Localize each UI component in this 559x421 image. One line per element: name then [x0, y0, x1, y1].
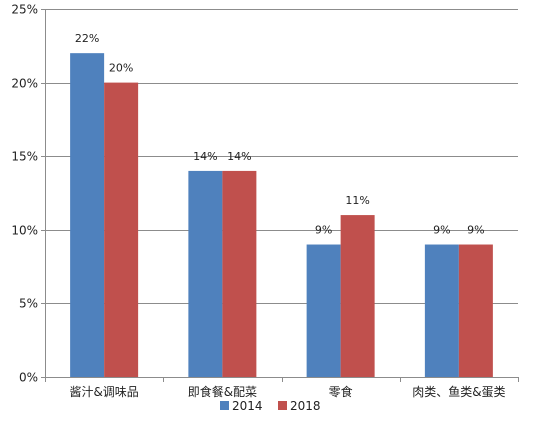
- bar-2018-2: [340, 215, 375, 377]
- x-axis-tick-labels: 酱汁&调味品 即食餐&配菜 零食 肉类、鱼类&蛋类: [69, 384, 505, 399]
- axes: [41, 9, 519, 382]
- data-label-2018-0: 20%: [109, 62, 133, 75]
- data-label-2018-3: 9%: [467, 224, 484, 237]
- data-label-2018-1: 14%: [227, 150, 251, 163]
- y-tick-label-10: 10%: [11, 224, 38, 238]
- y-tick-label-25: 25%: [11, 3, 38, 17]
- y-tick-label-20: 20%: [11, 77, 38, 91]
- bar-2014-3: [424, 244, 459, 377]
- legend-swatch-2018: [278, 401, 287, 410]
- data-label-2018-2: 11%: [345, 194, 369, 207]
- bar-2018-1: [222, 170, 257, 377]
- legend-swatch-2014: [220, 401, 229, 410]
- legend-label-2018: 2018: [290, 399, 321, 413]
- data-labels: 22% 20% 14% 14% 9% 11% 9% 9%: [75, 32, 485, 236]
- legend-label-2014: 2014: [232, 399, 263, 413]
- x-tick-label-0: 酱汁&调味品: [69, 384, 138, 399]
- bar-2018-0: [104, 82, 139, 377]
- y-tick-label-5: 5%: [19, 297, 38, 311]
- y-tick-label-15: 15%: [11, 150, 38, 164]
- bars: [70, 53, 493, 377]
- data-label-2014-0: 22%: [75, 32, 99, 45]
- data-label-2014-1: 14%: [193, 150, 217, 163]
- data-label-2014-2: 9%: [315, 224, 332, 237]
- bar-2014-2: [306, 244, 341, 377]
- bar-2018-3: [458, 244, 493, 377]
- data-label-2014-3: 9%: [433, 224, 450, 237]
- bar-2014-1: [188, 170, 223, 377]
- bar-2014-0: [70, 53, 105, 377]
- y-axis-tick-labels: 0% 5% 10% 15% 20% 25%: [11, 3, 38, 385]
- x-tick-label-3: 肉类、鱼类&蛋类: [412, 385, 505, 399]
- x-tick-label-2: 零食: [329, 384, 353, 399]
- y-tick-label-0: 0%: [19, 371, 38, 385]
- x-tick-label-1: 即食餐&配菜: [188, 384, 257, 399]
- legend: 2014 2018: [220, 399, 321, 413]
